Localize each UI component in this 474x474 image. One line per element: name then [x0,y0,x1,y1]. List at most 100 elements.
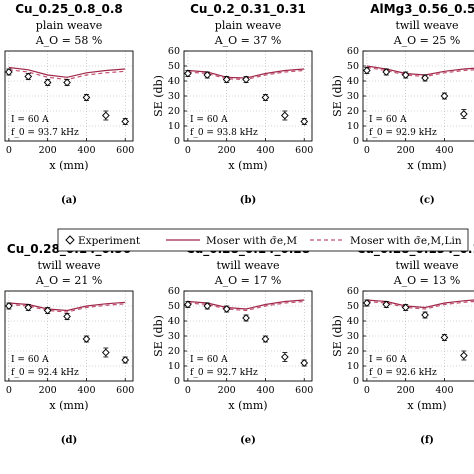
panel-weave: plain weave [36,19,102,32]
legend-box [57,228,469,252]
experiment-marker [261,93,270,102]
plot-area [5,66,130,126]
y-tick-label: 20 [347,346,359,357]
y-tick-label: 30 [168,91,180,102]
experiment-point [363,299,371,307]
experiment-point [24,72,33,81]
panel-area: A_O = 13 % [393,274,461,287]
experiment-marker [421,311,429,319]
experiment-marker [5,68,13,76]
annotation-current: I = 60 A [369,355,407,365]
experiment-marker [401,71,410,79]
y-tick-label: 0 [353,376,359,387]
x-tick-label: 600 [295,145,313,156]
experiment-marker [102,111,110,120]
x-tick-label: 0 [364,385,370,396]
experiment-marker [63,78,71,87]
experiment-point [63,312,71,321]
experiment-marker [440,333,449,342]
x-tick-label: 0 [185,145,191,156]
x-tick-label: 0 [185,385,191,396]
experiment-marker [82,93,91,102]
experiment-marker [261,335,270,343]
x-tick-label: 600 [116,145,134,156]
y-tick-label: 60 [168,286,180,297]
experiment-point [281,352,289,362]
experiment-marker [121,356,130,364]
experiment-marker [242,75,250,84]
annotation-frequency: f_0 = 92.6 kHz [369,368,437,378]
experiment-point [440,92,449,100]
panel-weave: twill weave [395,19,458,32]
x-axis-label: x (mm) [407,399,446,412]
legend-moser-m-label: Moser with σ̄e,M [206,235,297,247]
experiment-point [184,69,192,78]
x-tick-label: 400 [435,145,453,156]
experiment-marker [121,117,130,126]
experiment-point [242,314,250,322]
experiment-point [281,110,289,121]
experiment-point [421,311,429,319]
experiment-point [421,74,429,82]
x-tick-label: 400 [256,385,274,396]
experiment-marker [382,300,391,309]
plot-area [363,65,474,119]
x-tick-label: 200 [397,385,415,396]
experiment-point [401,71,410,79]
x-tick-label: 200 [397,145,415,156]
series-moser-lin-line [8,303,126,313]
experiment-marker [184,300,192,309]
x-axis-label: x (mm) [228,159,267,172]
panel-area: A_O = 37 % [214,34,282,47]
experiment-point [460,109,468,119]
y-axis-label: SE (db) [152,315,165,357]
annotation-current: I = 60 A [369,115,407,125]
experiment-marker [281,111,289,120]
x-tick-label: 0 [364,145,370,156]
panel-title: AlMg3_0.56_0.56 [370,2,474,17]
x-tick-label: 400 [256,145,274,156]
experiment-marker [300,359,309,367]
experiment-marker [203,71,212,79]
experiment-point [401,303,410,312]
panel-caption: (e) [240,435,256,446]
legend-experiment-label: Experiment [78,235,141,247]
experiment-point [184,300,192,309]
experiment-marker [363,66,371,75]
y-tick-label: 30 [168,331,180,342]
panel-weave: plain weave [215,19,281,32]
series-moser-lin-line [187,300,305,312]
plot-area [363,299,474,361]
panel-weave: twill weave [395,259,458,272]
x-axis-label: x (mm) [228,399,267,412]
x-tick-label: 400 [77,145,95,156]
plot-area [184,299,309,367]
experiment-point [261,335,270,343]
panel-caption: (d) [61,435,77,446]
annotation-frequency: f_0 = 93.8 kHz [190,128,258,138]
experiment-point [121,356,130,364]
experiment-marker [300,117,309,126]
y-tick-label: 20 [168,106,180,117]
experiment-marker [43,306,52,315]
y-tick-label: 0 [353,136,359,147]
experiment-marker [242,314,250,322]
experiment-point [203,71,212,79]
y-axis-label: SE (db) [331,75,344,117]
legend-moser-lin-label: Moser with σ̄e,M,Lin [350,235,462,247]
annotation-frequency: f_0 = 93.7 kHz [11,128,79,138]
x-tick-label: 200 [39,145,57,156]
experiment-point [43,78,52,87]
annotation-current: I = 60 A [190,355,228,365]
experiment-marker [5,302,13,310]
experiment-point [5,302,13,310]
y-tick-label: 60 [168,46,180,57]
experiment-marker [43,78,52,87]
y-tick-label: 60 [347,46,359,57]
experiment-marker [281,353,289,361]
annotation-frequency: f_0 = 92.7 kHz [190,368,258,378]
experiment-point [222,305,231,313]
